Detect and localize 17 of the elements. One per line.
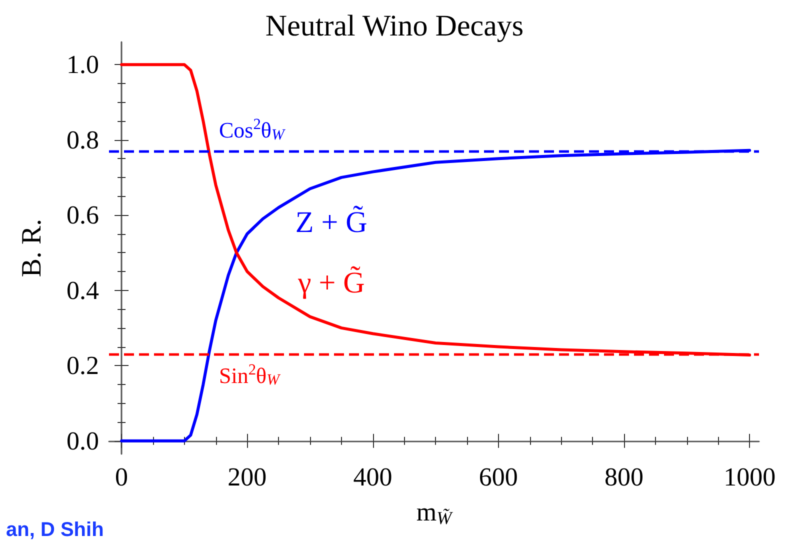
x-tick-label: 800 xyxy=(604,462,644,492)
x-tick-label: 1000 xyxy=(724,462,776,492)
y-tick-label: 0.2 xyxy=(66,351,99,380)
y-tick-label: 0.6 xyxy=(66,200,99,230)
x-tick-label: 600 xyxy=(478,462,518,492)
series-label: Z + G̃ xyxy=(295,204,368,239)
y-tick-label: 1.0 xyxy=(66,50,99,80)
series-label: γ + G̃ xyxy=(296,265,365,300)
x-tick-label: 400 xyxy=(353,462,392,492)
text: an, D Shih xyxy=(6,519,104,541)
x-tick-label: 0 xyxy=(115,462,128,492)
y-tick-label: 0.8 xyxy=(66,125,99,154)
x-tick-label: 200 xyxy=(228,462,267,492)
y-tick-label: 0.0 xyxy=(66,426,99,456)
y-tick-label: 0.4 xyxy=(66,276,99,305)
chart-title: Neutral Wino Decays xyxy=(265,10,524,42)
y-axis-title: B. R. xyxy=(16,218,48,278)
